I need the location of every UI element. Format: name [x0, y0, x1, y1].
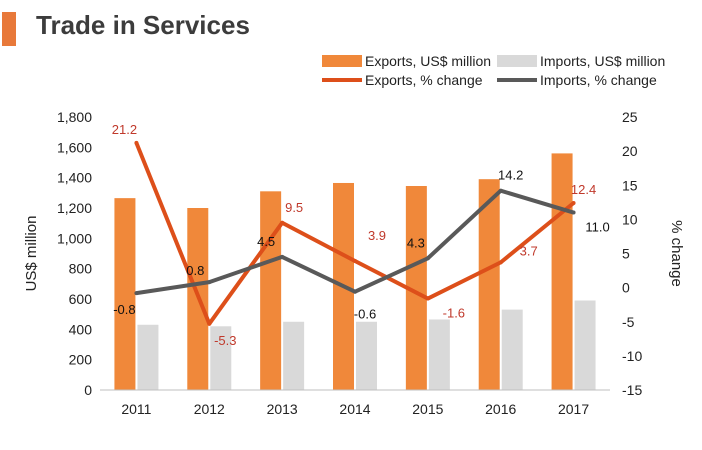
x-tick-label: 2016: [485, 401, 516, 417]
y2-tick-label: -5: [622, 314, 635, 330]
x-tick-label: 2013: [267, 401, 298, 417]
imports-bar: [428, 319, 450, 390]
legend-imports-bar-label: Imports, US$ million: [540, 53, 665, 69]
exports-change-point: [571, 200, 576, 205]
exports-bar: [260, 191, 282, 390]
y2-tick-label: 0: [622, 280, 630, 296]
title-accent-bar: [2, 12, 16, 46]
exports-change-data-label: 9.5: [285, 200, 303, 215]
imports-change-point: [353, 289, 357, 294]
exports-bar: [478, 179, 500, 390]
imports-change-data-label: 11.0: [585, 220, 609, 235]
y-tick-label: 200: [69, 352, 93, 368]
legend-imports-bar-swatch: [497, 55, 537, 67]
imports-change-point: [207, 280, 212, 285]
y-tick-label: 1,400: [57, 170, 92, 186]
y-tick-label: 1,800: [57, 109, 92, 125]
imports-change-data-label: -0.8: [113, 302, 135, 317]
page-title: Trade in Services: [36, 10, 250, 40]
imports-change-data-label: 4.3: [407, 235, 425, 250]
y-tick-label: 400: [69, 321, 93, 337]
imports-bar: [137, 324, 159, 390]
exports-bar: [405, 186, 427, 390]
x-tick-label: 2012: [194, 401, 225, 417]
exports-change-data-label: 3.9: [368, 228, 386, 243]
imports-change-point: [425, 256, 430, 261]
y2-tick-label: 10: [622, 211, 638, 227]
y2-tick-label: 5: [622, 246, 630, 262]
y-tick-label: 800: [69, 261, 93, 277]
exports-change-data-label: -1.6: [443, 306, 465, 321]
exports-change-data-label: -5.3: [214, 333, 236, 348]
exports-change-point: [134, 140, 139, 145]
imports-bar: [283, 321, 305, 390]
exports-change-data-label: 21.2: [112, 122, 137, 137]
imports-change-point: [571, 210, 576, 215]
imports-bar: [210, 326, 232, 390]
legend-exports-bar-label: Exports, US$ million: [365, 53, 491, 69]
legend-exports-bar-swatch: [322, 55, 362, 67]
y-tick-label: 600: [69, 291, 93, 307]
imports-change-data-label: 4.5: [257, 234, 275, 249]
y-tick-label: 1,200: [57, 200, 92, 216]
imports-change-data-label: 14.2: [498, 168, 523, 183]
y2-tick-label: -10: [622, 348, 642, 364]
exports-bar: [551, 153, 573, 390]
y2-tick-label: 20: [622, 143, 638, 159]
y2-tick-label: 15: [622, 177, 638, 193]
exports-change-point: [353, 259, 357, 264]
exports-change-point: [207, 321, 212, 326]
y-axis-title: US$ million: [23, 216, 40, 292]
imports-change-point: [134, 291, 139, 296]
imports-bar: [501, 309, 523, 390]
exports-change-point: [425, 296, 430, 301]
y-tick-label: 0: [84, 382, 92, 398]
legend-exports-line-label: Exports, % change: [365, 72, 483, 88]
x-tick-label: 2017: [558, 401, 589, 417]
y2-axis-title: % change: [668, 220, 685, 287]
x-tick-label: 2011: [121, 401, 151, 417]
y-tick-label: 1,000: [57, 230, 92, 246]
imports-bar: [574, 300, 596, 390]
exports-change-point: [280, 220, 285, 225]
imports-change-point: [498, 188, 503, 193]
y-tick-label: 1,600: [57, 139, 92, 155]
imports-bar: [356, 321, 377, 390]
exports-change-point: [498, 260, 503, 265]
y2-tick-label: 25: [622, 109, 638, 125]
imports-change-data-label: 0.8: [186, 263, 204, 278]
exports-change-data-label: 12.4: [571, 182, 596, 197]
y2-tick-label: -15: [622, 382, 642, 398]
exports-bar: [114, 198, 136, 390]
legend-imports-line-label: Imports, % change: [540, 72, 657, 88]
imports-change-data-label: -0.6: [354, 307, 376, 322]
x-tick-label: 2014: [339, 401, 370, 417]
imports-change-point: [280, 254, 285, 259]
x-tick-label: 2015: [412, 401, 443, 417]
exports-change-data-label: 3.7: [520, 243, 538, 258]
